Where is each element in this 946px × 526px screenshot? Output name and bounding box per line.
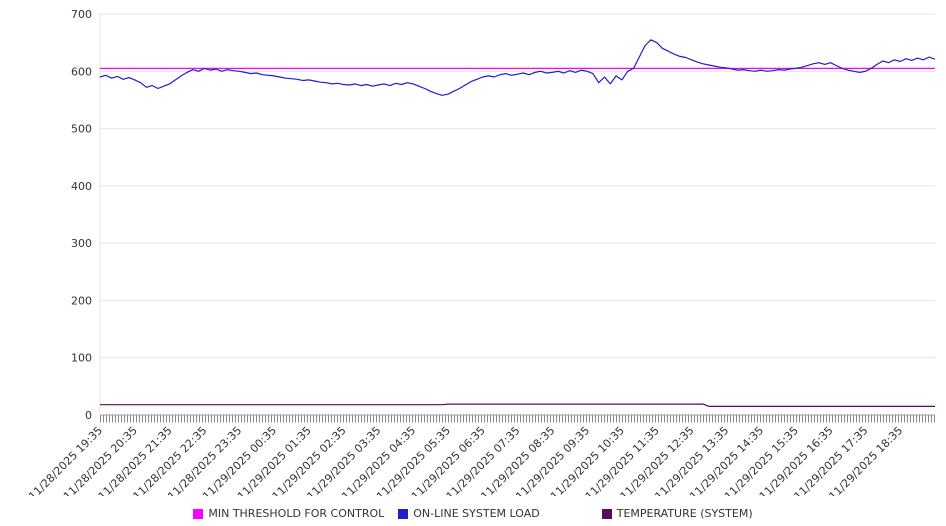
y-axis-label: 600: [71, 65, 92, 78]
y-axis-label: 400: [71, 180, 92, 193]
series-line-1: [99, 39, 936, 96]
legend-label: ON-LINE SYSTEM LOAD: [413, 507, 540, 520]
chart-legend: MIN THRESHOLD FOR CONTROL ON-LINE SYSTEM …: [0, 507, 946, 520]
series-line-2: [100, 403, 935, 407]
y-axis-label: 300: [71, 237, 92, 250]
legend-swatch: [193, 508, 204, 519]
y-axis-label: 100: [71, 352, 92, 365]
x-axis-label: 11/28/2025 19:35: [26, 424, 105, 496]
y-axis-label: 500: [71, 123, 92, 136]
y-axis-label: 700: [71, 8, 92, 21]
y-axis-label: 0: [85, 409, 92, 422]
legend-item[interactable]: TEMPERATURE (SYSTEM): [601, 507, 753, 520]
legend-swatch: [398, 508, 409, 519]
legend-label: TEMPERATURE (SYSTEM): [616, 507, 753, 520]
legend-label: MIN THRESHOLD FOR CONTROL: [208, 507, 385, 520]
y-axis-label: 200: [71, 294, 92, 307]
legend-swatch: [601, 508, 612, 519]
legend-item[interactable]: ON-LINE SYSTEM LOAD: [398, 507, 540, 520]
legend-item[interactable]: MIN THRESHOLD FOR CONTROL: [193, 507, 384, 520]
